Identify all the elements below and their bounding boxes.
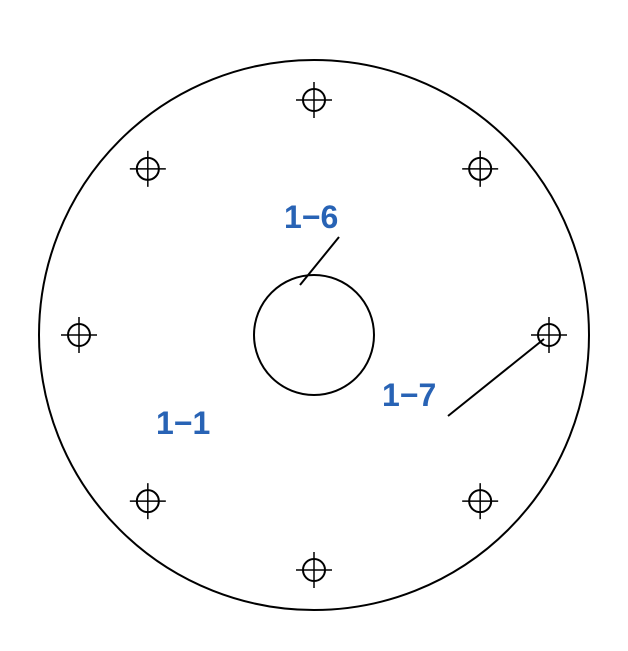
- diagram-canvas: 1−6 1−1 1−7: [0, 0, 628, 651]
- bolt-hole: [296, 552, 332, 588]
- callout-label: 1−1: [156, 405, 210, 441]
- bolt-hole: [462, 151, 498, 187]
- bolt-hole: [130, 483, 166, 519]
- bolt-hole: [462, 483, 498, 519]
- bolt-hole: [296, 82, 332, 118]
- bolt-hole: [130, 151, 166, 187]
- callout-label: 1−6: [284, 199, 338, 235]
- outer-circle: [39, 60, 589, 610]
- inner-circle: [254, 275, 374, 395]
- technical-drawing-svg: 1−6 1−1 1−7: [0, 0, 628, 651]
- bolt-hole: [531, 317, 567, 353]
- leader-line: [448, 339, 544, 416]
- bolt-hole: [61, 317, 97, 353]
- callout-label: 1−7: [382, 377, 436, 413]
